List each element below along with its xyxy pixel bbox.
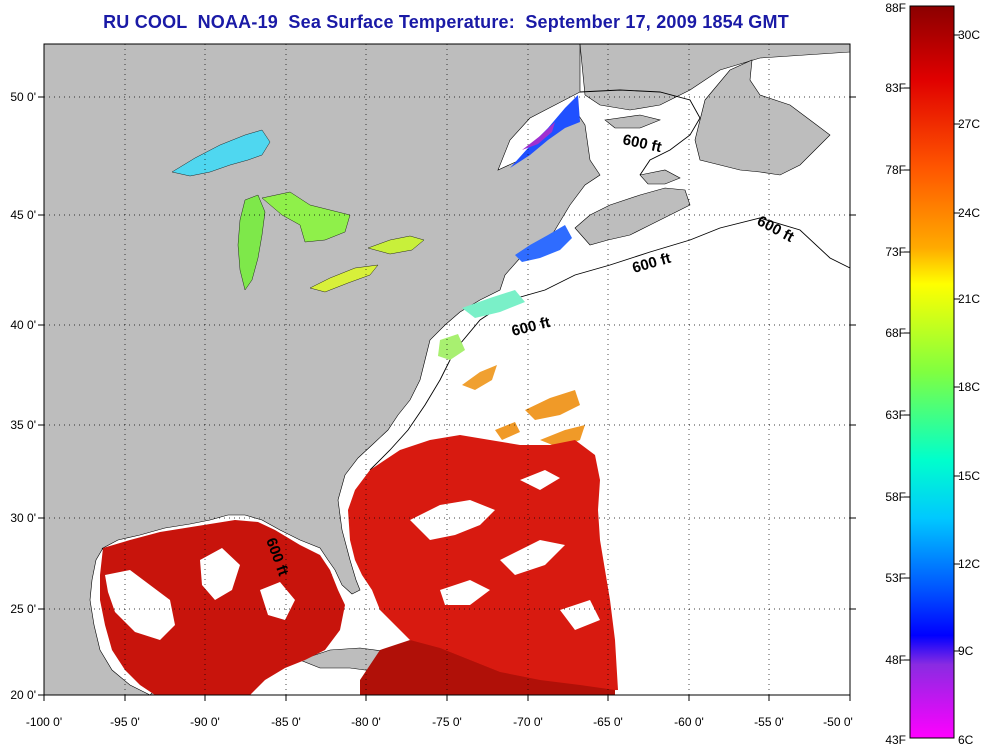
newfoundland-land <box>694 59 831 176</box>
lon-tick-label: -70 0' <box>513 715 543 729</box>
lon-tick-label: -65 0' <box>593 715 623 729</box>
shelf-contour-east <box>369 217 850 471</box>
north-america-land <box>44 44 601 695</box>
lake-michigan <box>237 194 266 291</box>
colorbar-c-label: 6C <box>958 733 974 747</box>
offshore-orange-streaks <box>495 390 585 448</box>
lon-tick-label: -50 0' <box>823 715 853 729</box>
gulf-cloud-gaps <box>105 548 295 640</box>
lon-tick-label: -85 0' <box>271 715 301 729</box>
maritimes-land <box>579 44 850 111</box>
sargasso-cloud-gaps <box>410 470 600 630</box>
lake-ontario <box>367 235 425 255</box>
lat-tick-label: 40 0' <box>10 318 36 332</box>
lon-tick-label: -60 0' <box>674 715 704 729</box>
colorbar-f-label: 73F <box>885 245 906 259</box>
colorbar-c-label: 15C <box>958 469 980 483</box>
colorbar-f-label: 48F <box>885 653 906 667</box>
lat-tick-label: 20 0' <box>10 688 36 702</box>
colorbar-f-label: 53F <box>885 571 906 585</box>
colorbar-ticks-right <box>954 34 960 652</box>
colorbar-c-label: 9C <box>958 644 974 658</box>
colorbar-c-label: 27C <box>958 117 980 131</box>
colorbar-ticks-left <box>904 87 910 661</box>
map-area: 600 ft 600 ft 600 ft 600 ft 600 ft <box>44 44 850 695</box>
colorbar-f-label: 68F <box>885 326 906 340</box>
colorbar-c-label: 24C <box>958 206 980 220</box>
lon-tick-label: -75 0' <box>432 715 462 729</box>
longitude-labels: -100 0' -95 0' -90 0' -85 0' -80 0' -75 … <box>26 715 853 729</box>
lat-tick-label: 35 0' <box>10 418 36 432</box>
colorbar-gradient <box>909 5 955 739</box>
colorbar-fahrenheit-labels: 88F 83F 78F 73F 68F 63F 58F 53F 48F 43F <box>885 1 906 747</box>
sargasso-warm-water <box>348 435 618 692</box>
lake-huron <box>261 191 351 243</box>
lat-tick-label: 45 0' <box>10 208 36 222</box>
offshore-orange-patch <box>462 365 497 390</box>
colorbar: 88F 83F 78F 73F 68F 63F 58F 53F 48F 43F … <box>885 1 980 747</box>
lat-tick-label: 50 0' <box>10 90 36 104</box>
colorbar-c-label: 30C <box>958 28 980 42</box>
caribbean-warm-water <box>360 640 615 695</box>
colorbar-f-label: 63F <box>885 408 906 422</box>
colorbar-c-label: 21C <box>958 292 980 306</box>
colorbar-c-label: 18C <box>958 380 980 394</box>
lat-tick-label: 30 0' <box>10 511 36 525</box>
pei-land <box>639 169 681 185</box>
lon-tick-label: -100 0' <box>26 715 62 729</box>
colorbar-f-label: 83F <box>885 81 906 95</box>
colorbar-f-label: 88F <box>885 1 906 15</box>
anticosti-land <box>604 114 661 129</box>
colorbar-f-label: 58F <box>885 490 906 504</box>
gulf-warm-water <box>100 520 345 695</box>
gulf-of-maine-water <box>515 225 572 262</box>
latitude-labels: 50 0' 45 0' 40 0' 35 0' 30 0' 25 0' 20 0… <box>10 90 36 702</box>
mid-atlantic-water <box>462 290 525 318</box>
lon-tick-label: -95 0' <box>110 715 140 729</box>
colorbar-f-label: 78F <box>885 163 906 177</box>
colorbar-c-label: 12C <box>958 557 980 571</box>
lon-tick-label: -55 0' <box>754 715 784 729</box>
shelf-contour-gulf-st-lawrence <box>579 89 701 176</box>
graticule <box>44 44 850 695</box>
chesapeake-water <box>438 334 465 360</box>
lake-superior <box>171 129 271 177</box>
tick-marks <box>38 96 856 701</box>
lat-tick-label: 25 0' <box>10 602 36 616</box>
colorbar-f-label: 43F <box>885 733 906 747</box>
lon-tick-label: -90 0' <box>190 715 220 729</box>
page-title: RU COOL NOAA-19 Sea Surface Temperature:… <box>103 12 789 32</box>
colorbar-celsius-labels: 30C 27C 24C 21C 18C 15C 12C 9C 6C <box>958 28 980 747</box>
lake-erie <box>309 264 379 293</box>
lon-tick-label: -80 0' <box>351 715 381 729</box>
